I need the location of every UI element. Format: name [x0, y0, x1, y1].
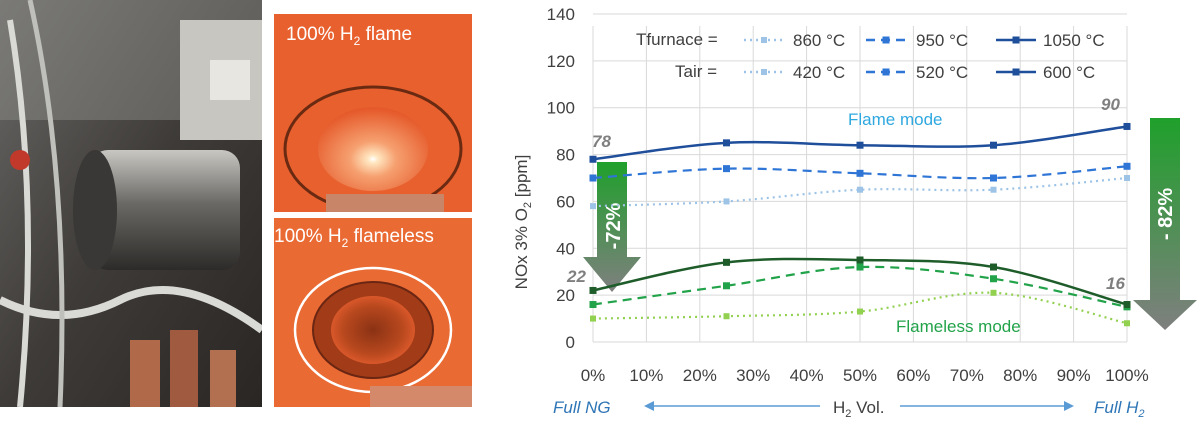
series-point-flame-1	[990, 174, 997, 182]
legend-entry-label: 420 °C	[793, 63, 845, 82]
x-tick-label: 60%	[896, 366, 930, 385]
x-tick-label: 100%	[1105, 366, 1148, 385]
legend-marker	[761, 69, 767, 75]
legend-entry-label: 520 °C	[916, 63, 968, 82]
x-tick-label: 80%	[1003, 366, 1037, 385]
y-tick-label: 140	[547, 5, 575, 24]
series-point-flame-2	[856, 141, 864, 149]
legend-marker	[882, 36, 890, 44]
series-point-flame-0	[857, 186, 863, 193]
reduction-label-right: - 82%	[1155, 188, 1177, 240]
y-tick-label: 60	[556, 192, 575, 211]
y-axis-label: NOx 3% O2 [ppm]	[512, 155, 534, 290]
series-point-flame-2	[589, 155, 597, 163]
x-tick-label: 40%	[790, 366, 824, 385]
legend-marker	[882, 68, 890, 76]
x-axis-ticks: 0% 10% 20% 30% 40% 50% 60% 70% 80% 90% 100%	[581, 366, 1149, 385]
y-tick-label: 100	[547, 99, 575, 118]
x-axis-label: H2 Vol.	[833, 398, 885, 420]
series-point-flameless-5	[723, 258, 730, 266]
series-point-flame-1	[856, 169, 864, 177]
series-point-flameless-3	[857, 308, 863, 315]
series-point-flameless-3	[590, 315, 596, 322]
series-point-flame-0	[990, 186, 997, 193]
burner-photo	[0, 0, 262, 407]
value-label-22: 22	[566, 267, 586, 286]
x-tick-label: 10%	[629, 366, 663, 385]
y-tick-label: 80	[556, 146, 575, 165]
series-point-flame-0	[1124, 175, 1130, 181]
flameless-photo-image	[274, 218, 472, 407]
flameless-photo: 100% H2 flameless	[274, 218, 472, 407]
series-point-flameless-5	[856, 256, 864, 264]
series-point-flameless-4	[723, 282, 730, 290]
series-point-flame-1	[1123, 162, 1131, 170]
legend-row-2: 420 °C 520 °C 600 °C	[744, 63, 1095, 82]
series-point-flameless-5	[1123, 301, 1131, 309]
series-point-flame-0	[590, 203, 596, 210]
reduction-label-left: -72%	[603, 202, 625, 249]
value-label-16: 16	[1106, 274, 1125, 293]
full-h2-label: Full H2	[1094, 398, 1145, 420]
x-tick-label: 0%	[581, 366, 606, 385]
series-point-flameless-3	[1124, 320, 1130, 327]
value-label-78: 78	[592, 132, 611, 151]
series-point-flameless-4	[990, 275, 997, 283]
series-point-flameless-4	[589, 301, 597, 309]
y-tick-label: 120	[547, 52, 575, 71]
legend-row2-label: Tair =	[675, 62, 717, 81]
series-point-flameless-3	[723, 313, 730, 320]
y-tick-label: 0	[566, 333, 575, 352]
y-tick-label: 40	[556, 239, 575, 258]
series-point-flame-2	[723, 139, 730, 147]
series	[589, 122, 1131, 327]
x-axis-arrowhead-left	[644, 401, 654, 411]
x-tick-label: 20%	[683, 366, 717, 385]
grid	[592, 13, 1128, 343]
legend-entry-label: 950 °C	[916, 31, 968, 50]
reduction-arrow-right	[1133, 118, 1197, 330]
series-point-flameless-5	[589, 286, 597, 294]
y-tick-label: 20	[556, 286, 575, 305]
series-point-flame-2	[990, 141, 997, 149]
series-point-flame-1	[589, 174, 597, 182]
series-point-flameless-4	[856, 263, 864, 271]
flame-photo-image	[274, 14, 472, 212]
x-axis-arrowhead-right	[1064, 401, 1074, 411]
legend-entry-label: 860 °C	[793, 31, 845, 50]
series-point-flameless-5	[990, 263, 997, 271]
legend-marker	[1012, 68, 1020, 76]
legend-marker	[761, 37, 767, 43]
x-tick-label: 30%	[736, 366, 770, 385]
x-tick-label: 50%	[843, 366, 877, 385]
flame-photo-label: 100% H2 flame	[286, 24, 413, 48]
series-point-flame-2	[1123, 122, 1131, 130]
legend: Tfurnace = Tair = 860 °C 950 °C 1050 °C 42…	[636, 30, 1105, 82]
series-point-flameless-3	[990, 289, 997, 296]
legend-marker	[1012, 36, 1020, 44]
flameless-mode-label: Flameless mode	[896, 317, 1021, 336]
series-point-flame-0	[723, 198, 730, 205]
x-tick-label: 90%	[1057, 366, 1091, 385]
legend-entry-label: 600 °C	[1043, 63, 1095, 82]
legend-row1-label: Tfurnace =	[636, 30, 718, 49]
flame-mode-label: Flame mode	[848, 110, 942, 129]
x-tick-label: 70%	[950, 366, 984, 385]
reduction-arrow-left	[583, 162, 641, 292]
y-axis-ticks: 0 20 40 60 80 100 120 140	[547, 5, 575, 352]
flame-photo: 100% H2 flame	[274, 14, 472, 212]
legend-row-1: 860 °C 950 °C 1050 °C	[744, 31, 1105, 50]
burner-photo-image	[0, 0, 262, 407]
flameless-photo-label: 100% H2 flameless	[274, 226, 434, 250]
legend-entry-label: 1050 °C	[1043, 31, 1105, 50]
series-point-flame-1	[723, 165, 730, 173]
value-label-90: 90	[1101, 95, 1120, 114]
full-ng-label: Full NG	[553, 398, 611, 417]
